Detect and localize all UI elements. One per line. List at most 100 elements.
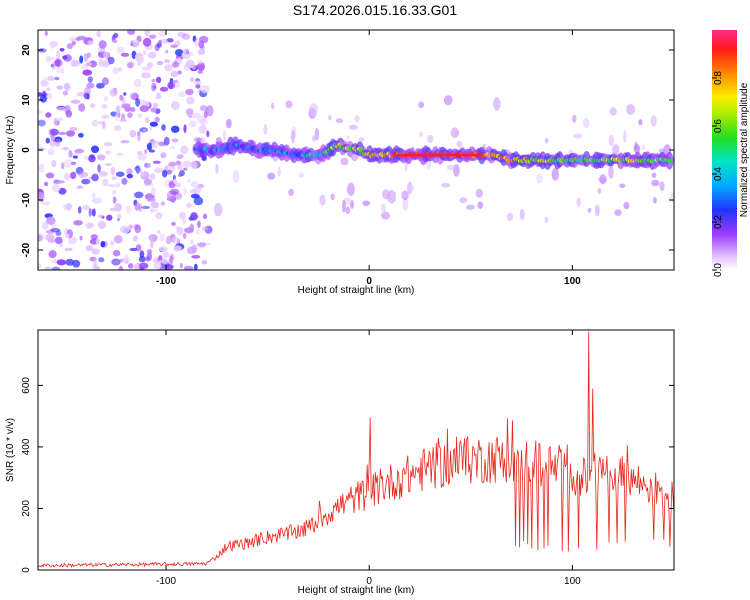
- noise-blob: [152, 160, 161, 164]
- noise-blob: [81, 64, 89, 70]
- noise-blob: [74, 148, 85, 154]
- colorbar-tick-label: 0.4: [713, 167, 724, 181]
- noise-blob: [157, 229, 161, 235]
- noise-blob: [51, 159, 57, 168]
- noise-blob: [148, 51, 157, 59]
- snr-ticks: -100 0 100 0 200 400 600: [21, 330, 674, 587]
- noise-blob: [159, 233, 165, 242]
- noise-blob: [150, 107, 157, 113]
- noise-blob: [166, 38, 174, 43]
- noise-blob: [112, 67, 119, 75]
- noise-blob: [73, 220, 83, 226]
- noise-blob: [169, 145, 176, 150]
- noise-blob: [129, 129, 137, 138]
- noise-blob: [78, 132, 84, 138]
- noise-blob: [536, 173, 543, 184]
- noise-blob: [85, 222, 94, 229]
- noise-blob: [103, 142, 113, 147]
- noise-blob: [270, 102, 275, 110]
- noise-blob: [90, 234, 98, 240]
- noise-blob: [58, 187, 67, 195]
- noise-blob: [97, 220, 107, 229]
- x-tick-label: -100: [156, 576, 176, 587]
- noise-blob: [180, 145, 189, 155]
- noise-blob: [53, 117, 58, 126]
- noise-blob: [177, 91, 186, 97]
- noise-blob: [141, 72, 151, 79]
- noise-blob: [544, 216, 549, 223]
- noise-blob: [151, 78, 156, 83]
- chart-title: S174.2026.015.16.33.G01: [292, 2, 458, 18]
- noise-blob: [402, 197, 409, 211]
- noise-blob: [143, 50, 147, 55]
- noise-blob: [126, 168, 133, 175]
- noise-blob: [45, 112, 52, 118]
- noise-blob: [112, 39, 118, 43]
- noise-blob: [82, 69, 92, 76]
- noise-blob: [149, 173, 156, 180]
- noise-blob: [166, 169, 172, 175]
- snr-panel: -100 0 100 0 200 400 600 Height of straight li…: [5, 329, 675, 596]
- noise-blob: [66, 43, 73, 50]
- noise-blob: [111, 176, 117, 181]
- noise-blob: [106, 214, 113, 221]
- noise-blob: [342, 199, 346, 213]
- noise-blob: [123, 92, 127, 96]
- noise-blob: [85, 245, 94, 252]
- noise-blob: [176, 226, 184, 236]
- noise-blob: [55, 180, 65, 184]
- noise-blob: [477, 201, 484, 209]
- noise-blob: [183, 265, 194, 270]
- noise-blob: [190, 181, 199, 188]
- noise-blob: [195, 83, 201, 89]
- noise-blob: [190, 77, 195, 82]
- y-tick-label: 10: [21, 94, 32, 106]
- noise-blob: [101, 120, 106, 130]
- noise-blob: [418, 131, 424, 138]
- noise-blob: [380, 203, 386, 213]
- noise-blob: [197, 70, 203, 74]
- colorbar-tick-label: 0.6: [713, 119, 724, 133]
- ridge-peak: [475, 153, 482, 157]
- noise-blob: [169, 188, 180, 195]
- noise-blob: [441, 183, 451, 188]
- noise-blob: [83, 53, 89, 62]
- noise-blob: [107, 183, 117, 188]
- noise-blob: [155, 212, 163, 219]
- noise-blob: [161, 38, 168, 44]
- noise-blob: [149, 34, 157, 39]
- noise-blob: [91, 173, 99, 182]
- noise-blob: [63, 83, 70, 90]
- noise-blob: [127, 263, 134, 269]
- noise-blob: [81, 178, 91, 185]
- noise-blob: [118, 265, 124, 270]
- noise-blob: [633, 144, 641, 154]
- noise-blob: [153, 102, 158, 109]
- noise-blob: [98, 58, 104, 68]
- noise-blob: [493, 97, 501, 111]
- noise-blob: [156, 60, 164, 66]
- noise-blob: [126, 173, 133, 179]
- noise-blob: [340, 157, 349, 166]
- noise-blob: [165, 49, 169, 54]
- noise-blob: [56, 85, 64, 90]
- noise-blob: [38, 110, 43, 114]
- noise-blob: [199, 118, 208, 126]
- x-tick-label: 100: [564, 276, 581, 287]
- noise-blob: [89, 60, 98, 68]
- noise-blob: [346, 135, 350, 140]
- noise-blob: [653, 197, 657, 204]
- noise-blob: [46, 57, 56, 61]
- noise-blob: [215, 163, 219, 174]
- noise-blob: [155, 76, 162, 83]
- noise-blob: [45, 137, 50, 144]
- noise-blob: [142, 37, 152, 47]
- noise-blob: [182, 160, 193, 168]
- noise-blob: [651, 179, 660, 187]
- noise-blob: [443, 95, 453, 106]
- noise-blob: [97, 164, 101, 173]
- noise-blob: [173, 245, 182, 252]
- noise-blob: [154, 167, 164, 174]
- noise-blob: [162, 251, 170, 258]
- noise-blob: [45, 172, 55, 179]
